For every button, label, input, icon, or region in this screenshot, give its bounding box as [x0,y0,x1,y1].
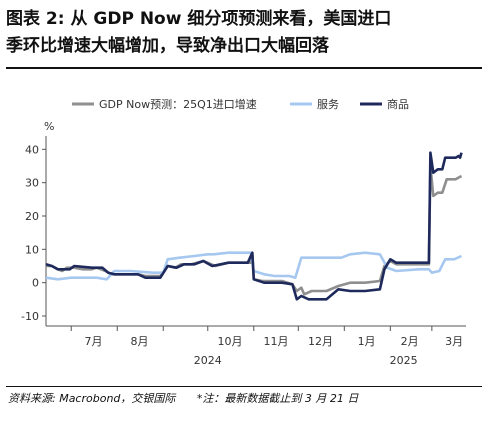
legend-label-1: GDP Now预测：25Q1进口增速 [99,97,257,111]
x-tick-label: 2月 [401,335,419,348]
x-tick-label: 11月 [264,335,289,348]
y-tick-label: -10 [21,310,39,323]
source-note: 资料来源: Macrobond，交银国际 *注：最新数据截止到 3 月 21 日 [8,390,358,406]
y-axis-unit: % [44,120,54,133]
title-line-2: 季环比增速大幅增加，导致净出口大幅回落 [6,36,329,56]
x-tick-label: 10月 [218,335,243,348]
chart-title: 图表 2: 从 GDP Now 细分项预测来看，美国进口 季环比增速大幅增加，导… [6,6,482,60]
y-tick-label: 10 [25,243,39,256]
y-tick-label: 30 [25,177,39,190]
x-tick-label: 1月 [358,335,376,348]
legend-label-2: 服务 [317,98,339,111]
x-tick-label: 8月 [130,335,148,348]
title-line-1: 图表 2: 从 GDP Now 细分项预测来看，美国进口 [6,9,392,29]
x-year-label: 2024 [194,354,222,367]
x-tick-label: 7月 [84,335,102,348]
y-tick-label: 40 [25,143,39,156]
series-line-3 [45,151,463,301]
line-chart: GDP Now预测：25Q1进口增速 服务 商品% -10 0 10 20 30 40 7月 8月 1… [21,97,466,367]
x-year-label: 2025 [390,354,418,367]
title-divider [6,67,482,69]
source-text: 资料来源: Macrobond，交银国际 [8,392,176,405]
series-line-2 [45,251,463,281]
y-tick-label: 0 [32,277,39,290]
footnote-text: *注：最新数据截止到 3 月 21 日 [196,392,359,405]
x-tick-label: 12月 [308,335,333,348]
x-tick-label: 3月 [445,335,463,348]
y-tick-label: 20 [25,210,39,223]
legend-label-3: 商品 [387,97,409,111]
source-divider [6,386,482,387]
